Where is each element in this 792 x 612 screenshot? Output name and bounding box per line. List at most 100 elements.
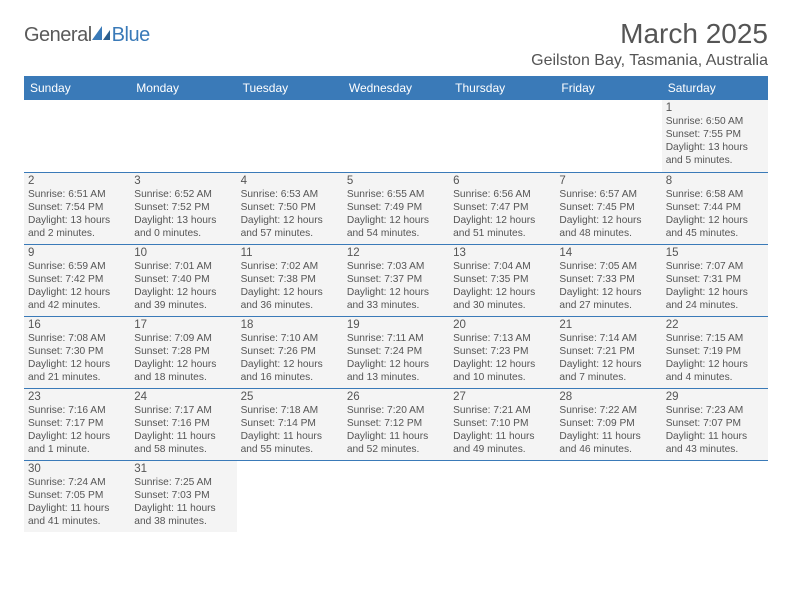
daylight-line: Daylight: 12 hours and 24 minutes.: [666, 286, 764, 312]
day-number: 28: [559, 391, 657, 403]
day-info: Sunrise: 7:01 AMSunset: 7:40 PMDaylight:…: [134, 260, 232, 312]
sunrise-line: Sunrise: 7:25 AM: [134, 476, 232, 489]
calendar-day-cell: 10Sunrise: 7:01 AMSunset: 7:40 PMDayligh…: [130, 244, 236, 316]
daylight-line: Daylight: 12 hours and 36 minutes.: [241, 286, 339, 312]
daylight-line: Daylight: 11 hours and 46 minutes.: [559, 430, 657, 456]
page-title: March 2025: [531, 18, 768, 50]
logo: General Blue: [24, 24, 150, 47]
sunset-line: Sunset: 7:44 PM: [666, 201, 764, 214]
sunset-line: Sunset: 7:16 PM: [134, 417, 232, 430]
calendar-day-cell: 31Sunrise: 7:25 AMSunset: 7:03 PMDayligh…: [130, 460, 236, 532]
day-number: 9: [28, 247, 126, 259]
sunset-line: Sunset: 7:14 PM: [241, 417, 339, 430]
day-number: 24: [134, 391, 232, 403]
daylight-line: Daylight: 11 hours and 52 minutes.: [347, 430, 445, 456]
day-info: Sunrise: 7:07 AMSunset: 7:31 PMDaylight:…: [666, 260, 764, 312]
sunrise-line: Sunrise: 6:59 AM: [28, 260, 126, 273]
calendar-day-cell: 11Sunrise: 7:02 AMSunset: 7:38 PMDayligh…: [237, 244, 343, 316]
sunrise-line: Sunrise: 7:15 AM: [666, 332, 764, 345]
sunrise-line: Sunrise: 7:22 AM: [559, 404, 657, 417]
sunset-line: Sunset: 7:50 PM: [241, 201, 339, 214]
calendar-day-cell: 5Sunrise: 6:55 AMSunset: 7:49 PMDaylight…: [343, 172, 449, 244]
day-info: Sunrise: 6:52 AMSunset: 7:52 PMDaylight:…: [134, 188, 232, 240]
sunrise-line: Sunrise: 6:58 AM: [666, 188, 764, 201]
sunrise-line: Sunrise: 7:20 AM: [347, 404, 445, 417]
day-number: 20: [453, 319, 551, 331]
daylight-line: Daylight: 12 hours and 7 minutes.: [559, 358, 657, 384]
calendar-empty-cell: [237, 460, 343, 532]
calendar-day-cell: 28Sunrise: 7:22 AMSunset: 7:09 PMDayligh…: [555, 388, 661, 460]
day-info: Sunrise: 7:18 AMSunset: 7:14 PMDaylight:…: [241, 404, 339, 456]
sunset-line: Sunset: 7:55 PM: [666, 128, 764, 141]
calendar-day-cell: 2Sunrise: 6:51 AMSunset: 7:54 PMDaylight…: [24, 172, 130, 244]
sunrise-line: Sunrise: 7:07 AM: [666, 260, 764, 273]
day-info: Sunrise: 7:05 AMSunset: 7:33 PMDaylight:…: [559, 260, 657, 312]
sunrise-line: Sunrise: 7:24 AM: [28, 476, 126, 489]
day-info: Sunrise: 7:23 AMSunset: 7:07 PMDaylight:…: [666, 404, 764, 456]
calendar-week-row: 23Sunrise: 7:16 AMSunset: 7:17 PMDayligh…: [24, 388, 768, 460]
weekday-header: Saturday: [662, 76, 768, 100]
day-info: Sunrise: 7:08 AMSunset: 7:30 PMDaylight:…: [28, 332, 126, 384]
calendar-empty-cell: [343, 460, 449, 532]
daylight-line: Daylight: 12 hours and 33 minutes.: [347, 286, 445, 312]
day-info: Sunrise: 7:10 AMSunset: 7:26 PMDaylight:…: [241, 332, 339, 384]
sunrise-line: Sunrise: 7:05 AM: [559, 260, 657, 273]
day-info: Sunrise: 6:58 AMSunset: 7:44 PMDaylight:…: [666, 188, 764, 240]
day-number: 11: [241, 247, 339, 259]
logo-text-blue: Blue: [112, 24, 150, 47]
weekday-header: Sunday: [24, 76, 130, 100]
sunrise-line: Sunrise: 6:55 AM: [347, 188, 445, 201]
sunrise-line: Sunrise: 7:23 AM: [666, 404, 764, 417]
calendar-day-cell: 14Sunrise: 7:05 AMSunset: 7:33 PMDayligh…: [555, 244, 661, 316]
daylight-line: Daylight: 12 hours and 16 minutes.: [241, 358, 339, 384]
day-number: 26: [347, 391, 445, 403]
sunrise-line: Sunrise: 7:02 AM: [241, 260, 339, 273]
sunset-line: Sunset: 7:21 PM: [559, 345, 657, 358]
sunrise-line: Sunrise: 7:03 AM: [347, 260, 445, 273]
day-info: Sunrise: 7:14 AMSunset: 7:21 PMDaylight:…: [559, 332, 657, 384]
calendar-empty-cell: [449, 100, 555, 172]
daylight-line: Daylight: 12 hours and 42 minutes.: [28, 286, 126, 312]
sunset-line: Sunset: 7:38 PM: [241, 273, 339, 286]
calendar-day-cell: 30Sunrise: 7:24 AMSunset: 7:05 PMDayligh…: [24, 460, 130, 532]
sunrise-line: Sunrise: 7:13 AM: [453, 332, 551, 345]
daylight-line: Daylight: 12 hours and 18 minutes.: [134, 358, 232, 384]
daylight-line: Daylight: 12 hours and 4 minutes.: [666, 358, 764, 384]
day-info: Sunrise: 7:15 AMSunset: 7:19 PMDaylight:…: [666, 332, 764, 384]
weekday-header: Monday: [130, 76, 236, 100]
calendar-day-cell: 20Sunrise: 7:13 AMSunset: 7:23 PMDayligh…: [449, 316, 555, 388]
sunrise-line: Sunrise: 7:10 AM: [241, 332, 339, 345]
sunrise-line: Sunrise: 7:18 AM: [241, 404, 339, 417]
sunrise-line: Sunrise: 6:56 AM: [453, 188, 551, 201]
daylight-line: Daylight: 12 hours and 51 minutes.: [453, 214, 551, 240]
calendar-day-cell: 8Sunrise: 6:58 AMSunset: 7:44 PMDaylight…: [662, 172, 768, 244]
calendar-day-cell: 29Sunrise: 7:23 AMSunset: 7:07 PMDayligh…: [662, 388, 768, 460]
day-number: 7: [559, 175, 657, 187]
calendar-table: SundayMondayTuesdayWednesdayThursdayFrid…: [24, 76, 768, 532]
daylight-line: Daylight: 12 hours and 48 minutes.: [559, 214, 657, 240]
sunset-line: Sunset: 7:52 PM: [134, 201, 232, 214]
day-info: Sunrise: 6:53 AMSunset: 7:50 PMDaylight:…: [241, 188, 339, 240]
calendar-day-cell: 23Sunrise: 7:16 AMSunset: 7:17 PMDayligh…: [24, 388, 130, 460]
daylight-line: Daylight: 11 hours and 38 minutes.: [134, 502, 232, 528]
calendar-day-cell: 25Sunrise: 7:18 AMSunset: 7:14 PMDayligh…: [237, 388, 343, 460]
day-number: 25: [241, 391, 339, 403]
day-number: 23: [28, 391, 126, 403]
day-number: 16: [28, 319, 126, 331]
sunrise-line: Sunrise: 7:04 AM: [453, 260, 551, 273]
sunset-line: Sunset: 7:37 PM: [347, 273, 445, 286]
daylight-line: Daylight: 12 hours and 13 minutes.: [347, 358, 445, 384]
daylight-line: Daylight: 12 hours and 10 minutes.: [453, 358, 551, 384]
sunset-line: Sunset: 7:09 PM: [559, 417, 657, 430]
daylight-line: Daylight: 12 hours and 27 minutes.: [559, 286, 657, 312]
daylight-line: Daylight: 13 hours and 5 minutes.: [666, 141, 764, 167]
day-info: Sunrise: 7:25 AMSunset: 7:03 PMDaylight:…: [134, 476, 232, 528]
sunrise-line: Sunrise: 6:53 AM: [241, 188, 339, 201]
sunset-line: Sunset: 7:07 PM: [666, 417, 764, 430]
day-number: 27: [453, 391, 551, 403]
sunset-line: Sunset: 7:31 PM: [666, 273, 764, 286]
calendar-empty-cell: [343, 100, 449, 172]
day-number: 19: [347, 319, 445, 331]
sunset-line: Sunset: 7:23 PM: [453, 345, 551, 358]
sunrise-line: Sunrise: 7:08 AM: [28, 332, 126, 345]
